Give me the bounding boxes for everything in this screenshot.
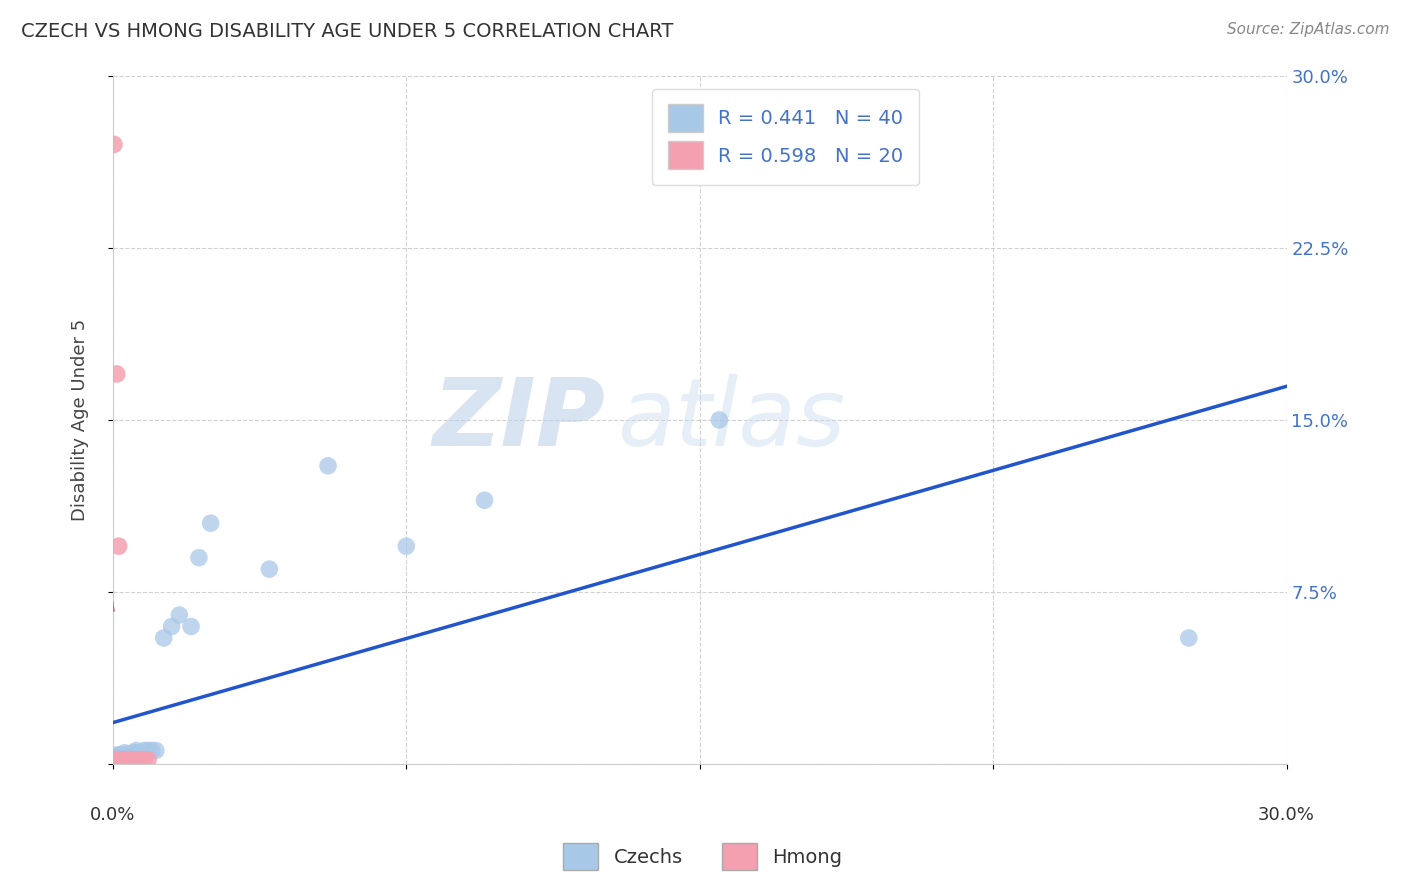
Point: [104, 750, 127, 764]
Text: Source: ZipAtlas.com: Source: ZipAtlas.com: [1226, 22, 1389, 37]
Point: [136, 753, 159, 767]
Legend: R = 0.441   N = 40, R = 0.598   N = 20: R = 0.441 N = 40, R = 0.598 N = 20: [652, 88, 920, 185]
Point: [474, 493, 496, 508]
Point: [160, 619, 183, 633]
Point: [114, 746, 136, 760]
Point: [125, 743, 148, 757]
Point: [114, 753, 136, 767]
Point: [105, 367, 128, 381]
Text: 30.0%: 30.0%: [1258, 805, 1315, 823]
Y-axis label: Disability Age Under 5: Disability Age Under 5: [72, 318, 89, 521]
Point: [316, 458, 339, 473]
Point: [200, 516, 222, 531]
Point: [104, 753, 127, 767]
Point: [105, 748, 128, 763]
Point: [117, 753, 139, 767]
Point: [107, 753, 129, 767]
Point: [117, 753, 139, 767]
Point: [129, 753, 152, 767]
Point: [1177, 631, 1199, 645]
Point: [145, 743, 167, 757]
Point: [110, 753, 132, 767]
Point: [125, 746, 148, 760]
Point: [134, 753, 156, 767]
Point: [114, 753, 136, 767]
Point: [259, 562, 281, 576]
Point: [105, 755, 128, 769]
Point: [105, 750, 128, 764]
Text: 0.0%: 0.0%: [90, 805, 135, 823]
Point: [107, 750, 129, 764]
Point: [141, 743, 163, 757]
Point: [136, 743, 159, 757]
Point: [104, 753, 127, 767]
Point: [180, 619, 202, 633]
Point: [110, 753, 132, 767]
Text: atlas: atlas: [617, 375, 846, 466]
Point: [121, 753, 143, 767]
Text: ZIP: ZIP: [433, 374, 606, 466]
Point: [395, 539, 418, 553]
Point: [121, 746, 143, 760]
Point: [114, 748, 136, 763]
Point: [152, 631, 174, 645]
Point: [107, 539, 129, 553]
Point: [125, 753, 148, 767]
Point: [117, 750, 139, 764]
Legend: Czechs, Hmong: Czechs, Hmong: [555, 835, 851, 878]
Point: [105, 753, 128, 767]
Point: [103, 137, 125, 152]
Point: [114, 753, 136, 767]
Point: [104, 753, 127, 767]
Point: [114, 750, 136, 764]
Point: [117, 748, 139, 763]
Point: [121, 748, 143, 763]
Point: [110, 750, 132, 764]
Point: [134, 743, 156, 757]
Text: CZECH VS HMONG DISABILITY AGE UNDER 5 CORRELATION CHART: CZECH VS HMONG DISABILITY AGE UNDER 5 CO…: [21, 22, 673, 41]
Point: [105, 753, 128, 767]
Point: [129, 746, 152, 760]
Point: [110, 753, 132, 767]
Point: [125, 753, 148, 767]
Point: [187, 550, 209, 565]
Point: [169, 608, 191, 623]
Point: [121, 753, 143, 767]
Point: [107, 748, 129, 763]
Point: [709, 413, 731, 427]
Point: [110, 748, 132, 763]
Point: [105, 753, 128, 767]
Point: [114, 750, 136, 764]
